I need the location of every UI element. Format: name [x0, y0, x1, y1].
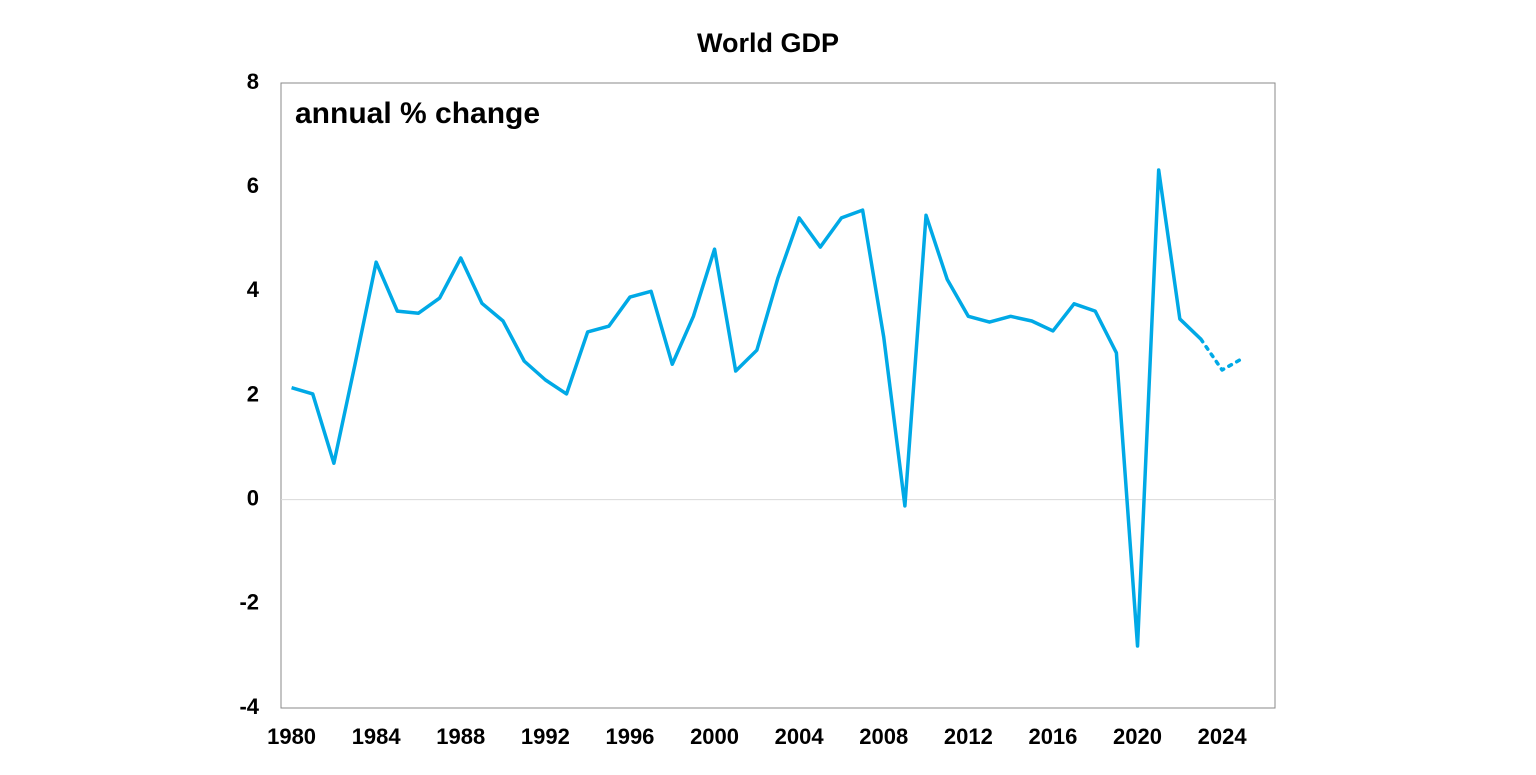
data-line — [291, 168, 1203, 648]
annotation: annual % change — [295, 97, 540, 130]
x-tick-label: 1980 — [267, 724, 316, 749]
data-line — [1199, 337, 1246, 372]
x-tick-label: 2020 — [1113, 724, 1162, 749]
y-tick-label: -4 — [239, 694, 259, 719]
x-tick-label: 2024 — [1198, 724, 1248, 749]
x-tick-label: 1984 — [352, 724, 402, 749]
y-tick-label: 6 — [247, 173, 259, 198]
x-tick-label: 1992 — [521, 724, 570, 749]
y-tick-label: 4 — [247, 277, 260, 302]
x-tick-label: 2000 — [690, 724, 739, 749]
y-tick-label: -2 — [239, 590, 259, 615]
x-tick-label: 1988 — [436, 724, 485, 749]
x-tick-label: 2008 — [859, 724, 908, 749]
plot-frame — [280, 82, 1276, 709]
y-tick-label: 2 — [247, 381, 259, 406]
x-tick-label: 2012 — [944, 724, 993, 749]
x-tick-label: 2016 — [1028, 724, 1077, 749]
chart-title: World GDP — [697, 28, 839, 58]
y-tick-label: 8 — [247, 69, 259, 94]
x-tick-label: 1996 — [605, 724, 654, 749]
x-tick-label: 2004 — [775, 724, 825, 749]
y-tick-label: 0 — [247, 485, 259, 510]
